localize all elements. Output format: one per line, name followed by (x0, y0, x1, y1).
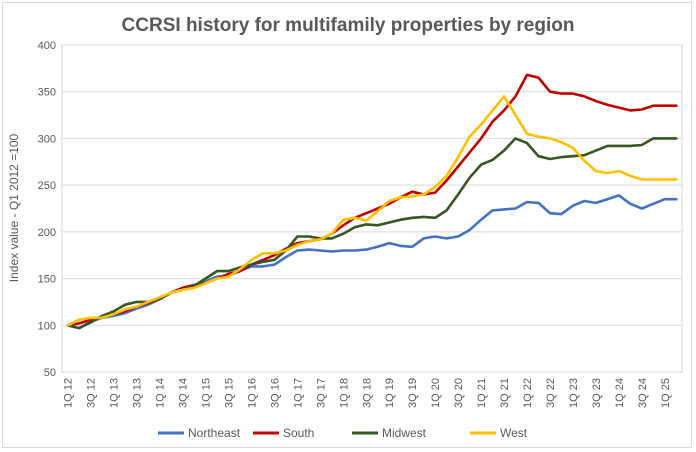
x-tick-label: 1Q 13 (109, 378, 121, 408)
x-tick-label: 3Q 16 (269, 378, 281, 408)
x-tick-label: 3Q 23 (591, 378, 603, 408)
x-tick-label: 1Q 12 (63, 378, 75, 408)
legend-label-west: West (500, 426, 528, 440)
x-tick-label: 1Q 21 (476, 378, 488, 408)
x-tick-label: 1Q 17 (292, 378, 304, 408)
x-tick-label: 1Q 22 (522, 378, 534, 408)
x-axis-ticks: 1Q 12 3Q 12 1Q 13 3Q 13 1Q 14 3Q 14 1Q 15 3Q 15… (63, 378, 672, 408)
x-tick-label: 3Q 21 (499, 378, 511, 408)
x-tick-label: 1Q 20 (430, 378, 442, 408)
y-tick-label: 400 (38, 40, 56, 52)
y-axis-label: Index value - Q1 2012 =100 (7, 133, 21, 282)
x-tick-label: 1Q 18 (338, 378, 350, 408)
y-tick-label: 250 (38, 180, 56, 192)
y-tick-label: 350 (38, 87, 56, 99)
legend-label-midwest: Midwest (382, 426, 427, 440)
x-tick-label: 1Q 19 (384, 378, 396, 408)
x-tick-label: 3Q 19 (407, 378, 419, 408)
chart-title: CCRSI history for multifamily properties… (122, 15, 575, 36)
x-tick-label: 3Q 20 (453, 378, 465, 408)
x-tick-label: 3Q 13 (132, 378, 144, 408)
y-tick-label: 200 (38, 227, 56, 239)
plot-area (61, 44, 683, 373)
x-tick-label: 1Q 14 (155, 378, 167, 408)
x-tick-label: 3Q 12 (86, 378, 98, 408)
x-tick-label: 1Q 23 (568, 378, 580, 408)
legend-label-northeast: Northeast (188, 426, 241, 440)
series-line-west (66, 95, 678, 327)
x-tick-label: 3Q 22 (545, 378, 557, 408)
y-tick-label: 100 (38, 320, 56, 332)
x-tick-label: 3Q 18 (361, 378, 373, 408)
legend: Northeast South Midwest West (158, 426, 528, 440)
y-tick-label: 150 (38, 274, 56, 286)
series-lines (66, 73, 678, 330)
x-tick-label: 1Q 25 (660, 378, 672, 408)
y-tick-label: 50 (44, 367, 56, 379)
x-tick-label: 1Q 24 (614, 378, 626, 408)
x-tick-label: 3Q 14 (178, 378, 190, 408)
x-tick-label: 1Q 16 (246, 378, 258, 408)
x-tick-label: 3Q 15 (223, 378, 235, 408)
x-tick-label: 1Q 15 (201, 378, 213, 408)
y-axis-ticks: 50 100 150 200 250 300 350 400 (38, 40, 56, 379)
legend-label-south: South (283, 426, 314, 440)
y-tick-label: 300 (38, 133, 56, 145)
x-tick-label: 3Q 24 (637, 378, 649, 408)
gridlines (62, 44, 682, 373)
x-tick-label: 3Q 17 (315, 378, 327, 408)
